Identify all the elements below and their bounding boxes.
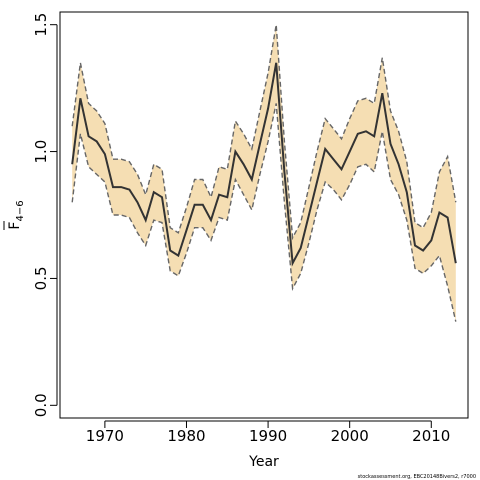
plot-frame [59, 11, 469, 419]
y-axis: 0.0 0.5 1.0 1.5 [32, 13, 58, 417]
y-axis-title-subscript: 4−6 [15, 200, 26, 221]
y-tick-label: 1.0 [32, 140, 50, 164]
y-axis-title: F4−6 [7, 200, 26, 229]
y-axis-title-main: F [7, 222, 23, 230]
x-tick-label: 1980 [167, 427, 205, 445]
x-tick-label: 1990 [249, 427, 287, 445]
estimate-line-group [71, 62, 457, 267]
x-axis: 1970 1980 1990 2000 2010 [86, 420, 450, 445]
band-fill [72, 24, 456, 322]
x-axis-title: Year [248, 454, 279, 470]
x-tick-label: 2000 [331, 427, 369, 445]
x-tick-label: 2010 [412, 427, 450, 445]
lower-bound-line [71, 103, 457, 322]
y-tick-label: 0.5 [32, 266, 50, 290]
confidence-band [71, 24, 457, 322]
upper-bound-line [71, 24, 457, 241]
y-tick-label: 0.0 [32, 393, 50, 417]
x-tick-label: 1970 [86, 427, 124, 445]
y-tick-label: 1.5 [32, 13, 50, 37]
estimate-line [71, 62, 457, 267]
footnote: stockassessment.org, EBC20148Bivers2, r7… [358, 474, 476, 480]
